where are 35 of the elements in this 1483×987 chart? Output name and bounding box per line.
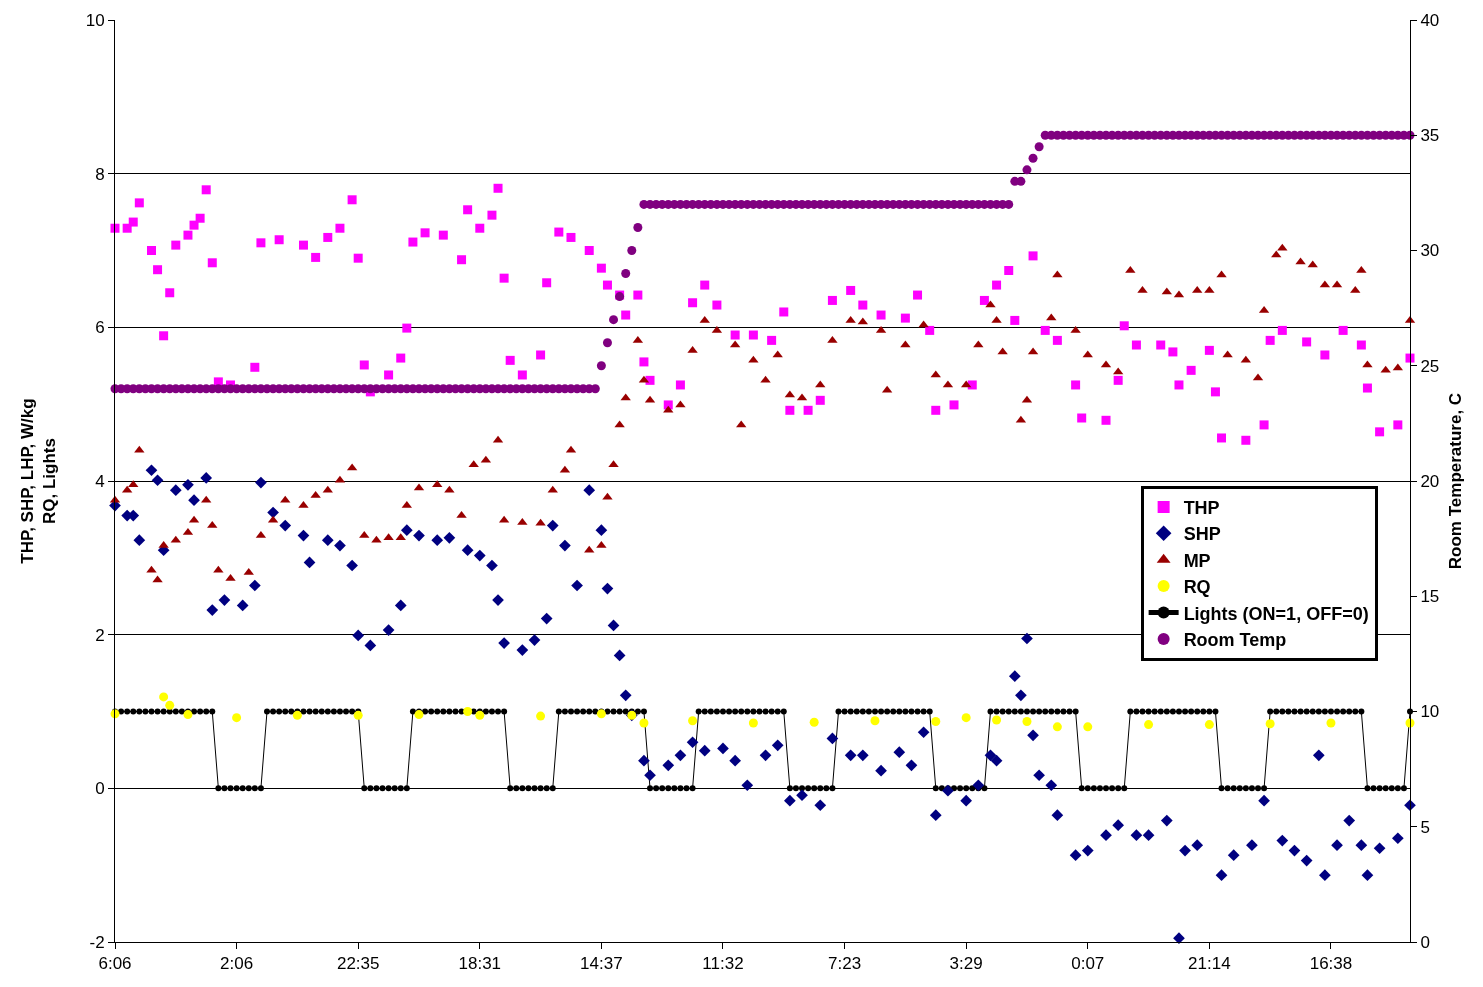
y-tick-label: 4 — [95, 471, 105, 491]
y2-tick-label: 10 — [1420, 702, 1440, 722]
legend-label: Room Temp — [1183, 629, 1287, 650]
x-tick-label: 2:06 — [220, 954, 254, 974]
x-tick-label: 3:29 — [949, 954, 983, 974]
y-tick-label: 2 — [95, 625, 105, 645]
legend-label: MP — [1183, 550, 1211, 571]
y-tick-label: 10 — [85, 10, 105, 30]
x-tick-label: 18:31 — [458, 954, 502, 974]
legend-label: SHP — [1183, 524, 1221, 545]
x-tick-label: 21:14 — [1188, 954, 1231, 974]
x-tick-label: 11:32 — [702, 954, 744, 974]
y2-tick-label: 30 — [1420, 241, 1440, 261]
y-tick-label: 6 — [95, 318, 105, 338]
x-tick-label: 22:35 — [336, 954, 380, 974]
y-tick-label: 0 — [95, 779, 105, 799]
legend-label: THP — [1183, 497, 1220, 518]
legend-label: RQ — [1183, 577, 1211, 598]
legend-label: Lights (ON=1, OFF=0) — [1183, 603, 1369, 624]
y-tick-label: 8 — [95, 164, 105, 184]
x-tick-label: 6:06 — [98, 954, 132, 974]
y2-tick-label: 0 — [1420, 932, 1430, 952]
y-tick-label: -2 — [89, 932, 105, 952]
y2-tick-label: 25 — [1420, 356, 1440, 376]
x-tick-label: 14:37 — [580, 954, 623, 974]
y2-tick-label: 40 — [1420, 10, 1440, 30]
y-axis-title: THP, SHP, LHP, W/kg RQ, Lights — [18, 398, 60, 564]
x-tick-label: 16:38 — [1309, 954, 1353, 974]
y2-tick-label: 15 — [1420, 587, 1440, 607]
y2-axis-title: Room Temperature, C — [1445, 392, 1465, 570]
y2-tick-label: 20 — [1420, 471, 1440, 491]
y2-tick-label: 35 — [1420, 126, 1440, 146]
x-tick-label: 7:23 — [828, 954, 862, 974]
x-tick-label: 0:07 — [1071, 954, 1105, 974]
y2-tick-label: 5 — [1420, 817, 1430, 837]
